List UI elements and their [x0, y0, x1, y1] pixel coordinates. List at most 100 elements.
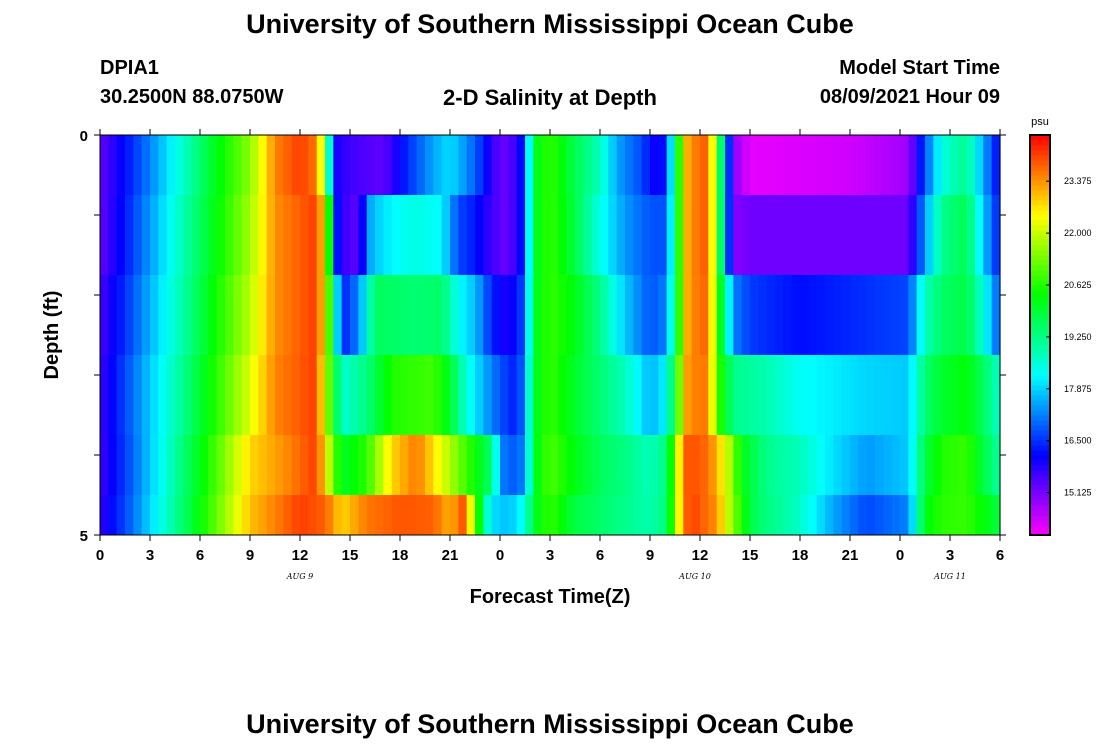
x-tick-label: 0 [496, 547, 504, 564]
heatmap-cell [633, 355, 643, 436]
heatmap-cell [425, 495, 434, 536]
heatmap-cell [916, 195, 926, 276]
colorbar-tick-label: 16.500 [1064, 436, 1092, 446]
colorbar-segment [1030, 265, 1050, 271]
colorbar-segment [1030, 245, 1050, 251]
heatmap-cell [883, 355, 893, 436]
heatmap-cell [858, 275, 868, 356]
heatmap-cell [416, 195, 426, 276]
heatmap-cell [250, 195, 259, 276]
heatmap-cell [925, 275, 934, 356]
heatmap-cell [566, 435, 576, 496]
heatmap-cell [541, 355, 551, 436]
heatmap-cell [725, 495, 734, 536]
heatmap-cell [433, 135, 443, 196]
x-tick-label: 12 [692, 547, 709, 564]
heatmap-cell [483, 355, 493, 436]
heatmap-cell [550, 355, 559, 436]
heatmap-cell [833, 135, 843, 196]
heatmap-cell [941, 135, 951, 196]
heatmap-cell [158, 355, 168, 436]
heatmap-cell [316, 435, 326, 496]
heatmap-cell [191, 195, 201, 276]
heatmap-cell [608, 355, 618, 436]
colorbar-segment [1030, 525, 1050, 531]
heatmap-cell [700, 275, 709, 356]
heatmap-cell [966, 195, 976, 276]
heatmap-cell [941, 355, 951, 436]
heatmap-cell [400, 135, 409, 196]
heatmap-cell [450, 195, 459, 276]
heatmap-cell [475, 355, 484, 436]
colorbar-segment [1030, 250, 1050, 256]
heatmap-cell [991, 495, 1001, 536]
heatmap-cell [150, 135, 159, 196]
heatmap-cell [900, 195, 909, 276]
heatmap-cell [750, 355, 759, 436]
heatmap-cell [766, 355, 776, 436]
colorbar-segment [1030, 475, 1050, 481]
heatmap-cell [141, 195, 151, 276]
heatmap-cell [725, 275, 734, 356]
heatmap-cell [725, 435, 734, 496]
colorbar-segment [1030, 290, 1050, 296]
heatmap-cell [616, 195, 626, 276]
colorbar-segment [1030, 460, 1050, 466]
heatmap-cell [666, 495, 676, 536]
heatmap-cell [408, 135, 418, 196]
x-tick-label: 15 [342, 547, 359, 564]
heatmap-cell [833, 495, 843, 536]
heatmap-cell [458, 355, 468, 436]
heatmap-cell [850, 435, 859, 496]
heatmap-cell [458, 275, 468, 356]
heatmap-cell [116, 435, 126, 496]
heatmap-cell [225, 495, 234, 536]
heatmap-cell [366, 495, 376, 536]
heatmap-cell [350, 275, 359, 356]
heatmap-cell [333, 135, 343, 196]
heatmap-cell [391, 275, 401, 356]
heatmap-cell [583, 195, 593, 276]
x-tick-label: 21 [442, 547, 459, 564]
heatmap-cell [516, 435, 526, 496]
heatmap-cell [800, 495, 809, 536]
heatmap-cell [158, 495, 168, 536]
heatmap-cell [116, 275, 126, 356]
heatmap-cell [983, 355, 993, 436]
x-tick-label: 3 [146, 547, 154, 564]
heatmap-cell [216, 135, 226, 196]
heatmap-cell [200, 195, 209, 276]
heatmap-cell [575, 275, 584, 356]
heatmap-cell [891, 355, 901, 436]
heatmap-cell [733, 275, 743, 356]
colorbar-segment [1030, 220, 1050, 226]
heatmap-cell [558, 355, 568, 436]
heatmap-cell [100, 495, 109, 536]
heatmap-cell [566, 495, 576, 536]
heatmap-cell [200, 135, 209, 196]
heatmap-cell [341, 435, 351, 496]
heatmap-cell [258, 135, 268, 196]
heatmap-cell [841, 275, 851, 356]
heatmap-cell [525, 495, 534, 536]
heatmap-cell [433, 355, 443, 436]
heatmap-cell [608, 135, 618, 196]
heatmap-cell [950, 495, 959, 536]
heatmap-cell [850, 135, 859, 196]
heatmap-cell [250, 435, 259, 496]
heatmap-cell [566, 195, 576, 276]
heatmap-cell [891, 435, 901, 496]
heatmap-cell [958, 435, 968, 496]
heatmap-cell [550, 435, 559, 496]
heatmap-cell [741, 355, 751, 436]
heatmap-cell [191, 435, 201, 496]
heatmap-cell [366, 275, 376, 356]
colorbar-segment [1030, 405, 1050, 411]
heatmap-cell [391, 495, 401, 536]
heatmap-cell [433, 275, 443, 356]
colorbar-segment [1030, 235, 1050, 241]
heatmap-cell [783, 135, 793, 196]
heatmap-cell [700, 135, 709, 196]
heatmap-cell [691, 495, 701, 536]
heatmap-cell [308, 275, 318, 356]
